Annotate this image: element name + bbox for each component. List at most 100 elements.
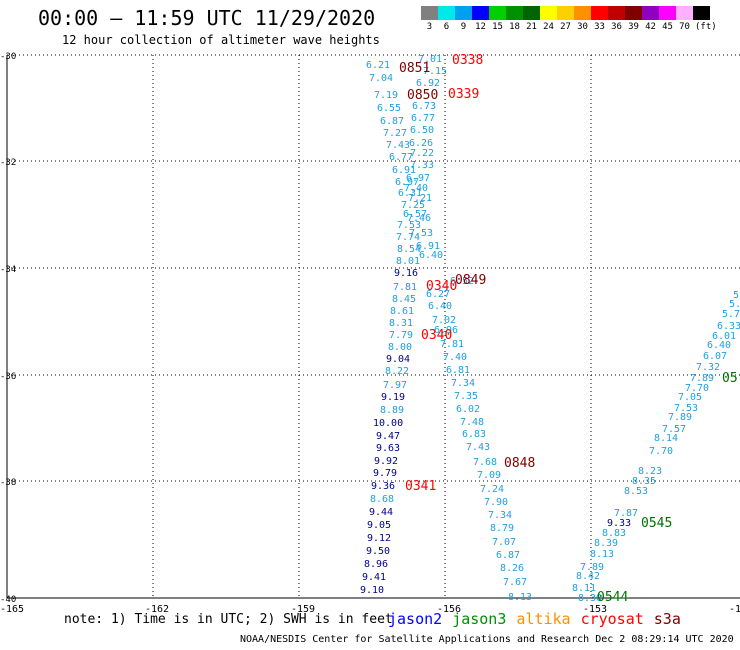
colorbar-labels: 3 6 9 12 15 18 21 24 27 30 33 36 39 42 45 70 (ft) <box>421 22 740 34</box>
wave-height-label: 7.27 <box>383 128 407 139</box>
wave-height-label: 8.01 <box>396 256 420 267</box>
lat-tick-label: -36 <box>0 372 16 382</box>
pass-time-label: 0339 <box>448 87 479 102</box>
wave-height-label: 7.89 <box>668 412 692 423</box>
wave-height-label: 7.97 <box>383 380 407 391</box>
legend-item-s3a: s3a <box>653 610 681 628</box>
colorbar-label: 45 <box>662 22 673 32</box>
wave-height-label: 7.32 <box>696 362 720 373</box>
colorbar-label: 6 <box>443 22 450 32</box>
wave-height-label: 6.97 <box>395 177 419 188</box>
wave-height-label: 9.92 <box>374 456 398 467</box>
wave-height-label: 7.70 <box>685 383 709 394</box>
wave-height-label: 7.07 <box>492 537 516 548</box>
wave-height-label: 7.81 <box>393 282 417 293</box>
wave-height-label: 5.7 <box>722 309 740 320</box>
pass-time-label: 0340 <box>421 328 452 343</box>
lat-tick-label: -30 <box>0 52 16 62</box>
wave-height-label: 6.40 <box>428 301 452 312</box>
legend-item-cryosat: cryosat <box>580 610 644 628</box>
pass-time-label: 0849 <box>455 273 486 288</box>
wave-height-label: 7.53 <box>409 228 433 239</box>
lat-tick-label: -34 <box>0 265 16 275</box>
wave-height-label: 6.97 <box>406 173 430 184</box>
wave-height-label: 7.74 <box>396 232 420 243</box>
wave-height-label: 7.19 <box>374 90 398 101</box>
wave-height-label: 8.39 <box>594 538 618 549</box>
wave-height-label: 8.42 <box>576 571 600 582</box>
wave-height-label: 8.54 <box>397 244 421 255</box>
wave-height-label: 6.57 <box>403 209 427 220</box>
wave-height-label: 7.89 <box>690 373 714 384</box>
wave-height-label: 8.79 <box>490 523 514 534</box>
lon-tick-label: -153 <box>583 604 607 615</box>
wave-height-label: 7.40 <box>443 352 467 363</box>
colorbar-swatch <box>506 6 523 20</box>
colorbar-swatch <box>574 6 591 20</box>
wave-height-label: 9.63 <box>376 443 400 454</box>
wave-height-label: 8.53 <box>624 486 648 497</box>
colorbar-swatch <box>693 6 710 20</box>
wave-height-label: 8.68 <box>370 494 394 505</box>
wave-height-label: 6.91 <box>416 241 440 252</box>
lon-tick-label: -15 <box>729 604 740 615</box>
wave-height-label: 8.13 <box>508 592 532 603</box>
colorbar-swatch <box>540 6 557 20</box>
wave-height-label: 9.44 <box>369 507 393 518</box>
wave-height-label: 8.31 <box>389 318 413 329</box>
colorbar <box>421 6 710 20</box>
wave-height-label: 6.40 <box>419 250 443 261</box>
colorbar-swatch <box>421 6 438 20</box>
wave-height-label: 9.10 <box>360 585 384 596</box>
wave-height-label: 6.31 <box>398 188 422 199</box>
wave-height-label: 6.92 <box>416 78 440 89</box>
wave-height-label: 8.35 <box>632 476 656 487</box>
wave-height-label: 7.67 <box>503 577 527 588</box>
wave-height-label: 9.05 <box>367 520 391 531</box>
wave-height-label: 8.96 <box>364 559 388 570</box>
colorbar-swatch <box>455 6 472 20</box>
wave-height-label: 8.00 <box>388 342 412 353</box>
wave-height-label: 7.21 <box>408 193 432 204</box>
wave-height-label: 9.19 <box>381 392 405 403</box>
pass-time-label: 0545 <box>641 516 672 531</box>
wave-height-label: 6.40 <box>707 340 731 351</box>
colorbar-swatch <box>523 6 540 20</box>
units-note: note: 1) Time is in UTC; 2) SWH is in fe… <box>64 612 393 627</box>
colorbar-swatch <box>591 6 608 20</box>
wave-height-label: 6.27 <box>426 289 450 300</box>
lon-tick-label: -156 <box>437 604 461 615</box>
colorbar-label: 70 <box>679 22 690 32</box>
wave-height-label: 7.90 <box>484 497 508 508</box>
wave-height-label: 7.25 <box>401 200 425 211</box>
wave-height-label: 10.00 <box>373 418 403 429</box>
pass-time-label: 05 <box>722 371 738 386</box>
colorbar-swatch <box>608 6 625 20</box>
legend-item-altika: altika <box>516 610 571 628</box>
wave-height-label: 8.89 <box>380 405 404 416</box>
wave-height-label: 7.34 <box>451 378 475 389</box>
wave-height-label: 7.57 <box>662 424 686 435</box>
wave-height-label: 7.81 <box>440 339 464 350</box>
wave-height-label: 7.15 <box>423 66 447 77</box>
pass-time-label: 0341 <box>405 479 436 494</box>
pass-time-label: 0544 <box>597 590 628 605</box>
wave-height-label: 8.30 <box>578 593 602 604</box>
map-tick-labels: -165 -162 -159 -156 -153 -15 -30 -32 -34 -36 -38 -4… <box>0 52 740 615</box>
colorbar-label: 36 <box>611 22 622 32</box>
wave-height-label: 7.68 <box>473 457 497 468</box>
wave-height-label: 7.70 <box>649 446 673 457</box>
lat-tick-label: -40 <box>0 595 16 605</box>
lon-tick-label: -159 <box>291 604 315 615</box>
wave-height-label: 9.50 <box>366 546 390 557</box>
wave-height-label: 6.33 <box>717 321 740 332</box>
wave-height-label: 7.43 <box>466 442 490 453</box>
wave-height-label: 7.33 <box>410 160 434 171</box>
wave-height-label: 5 <box>733 290 739 301</box>
wave-height-label: 6.02 <box>456 404 480 415</box>
wave-height-label: 6.01 <box>712 331 736 342</box>
map-gridlines <box>7 54 740 598</box>
wave-height-label: 8.22 <box>385 366 409 377</box>
colorbar-swatch <box>489 6 506 20</box>
wave-height-label: 7.43 <box>386 140 410 151</box>
